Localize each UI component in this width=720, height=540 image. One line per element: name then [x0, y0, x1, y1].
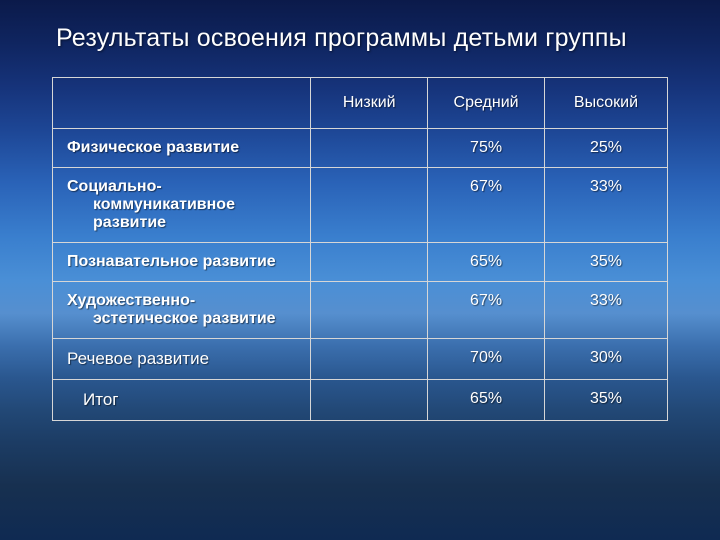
row-label-line: развитие: [67, 214, 302, 232]
cell-low: [311, 380, 428, 421]
row-label: Социально-коммуникативноеразвитие: [53, 168, 311, 243]
cell-high: 25%: [544, 129, 667, 168]
row-label: Художественно-эстетическое развитие: [53, 282, 311, 339]
cell-high: 35%: [544, 380, 667, 421]
table-row: Итог 65%35%: [53, 380, 668, 421]
row-label: Итог: [53, 380, 311, 421]
header-blank: [53, 78, 311, 129]
table-body: Физическое развитие75%25%Социально-комму…: [53, 129, 668, 421]
cell-low: [311, 129, 428, 168]
row-label: Речевое развитие: [53, 339, 311, 380]
row-label-line: эстетическое развитие: [67, 310, 302, 328]
cell-low: [311, 339, 428, 380]
row-label-line: Социально-: [67, 178, 302, 196]
cell-low: [311, 168, 428, 243]
cell-low: [311, 282, 428, 339]
header-low: Низкий: [311, 78, 428, 129]
cell-high: 35%: [544, 243, 667, 282]
cell-mid: 67%: [428, 168, 545, 243]
table-row: Физическое развитие 75%25%: [53, 129, 668, 168]
table-row: Социально-коммуникативноеразвитие 67%33%: [53, 168, 668, 243]
row-label: Познавательное развитие: [53, 243, 311, 282]
row-label-line: Художественно-: [67, 292, 302, 310]
header-high: Высокий: [544, 78, 667, 129]
cell-high: 30%: [544, 339, 667, 380]
row-label-line: коммуникативное: [67, 196, 302, 214]
results-table: Низкий Средний Высокий Физическое развит…: [52, 77, 668, 421]
table-row: Художественно-эстетическое развитие 67%33…: [53, 282, 668, 339]
table-row: Познавательное развитие 65%35%: [53, 243, 668, 282]
table-row: Речевое развитие 70%30%: [53, 339, 668, 380]
slide: Результаты освоения программы детьми гру…: [0, 0, 720, 540]
cell-mid: 65%: [428, 380, 545, 421]
cell-mid: 67%: [428, 282, 545, 339]
header-mid: Средний: [428, 78, 545, 129]
row-label: Физическое развитие: [53, 129, 311, 168]
cell-low: [311, 243, 428, 282]
cell-high: 33%: [544, 282, 667, 339]
cell-mid: 65%: [428, 243, 545, 282]
cell-mid: 70%: [428, 339, 545, 380]
slide-title: Результаты освоения программы детьми гру…: [52, 24, 668, 53]
table-header-row: Низкий Средний Высокий: [53, 78, 668, 129]
cell-mid: 75%: [428, 129, 545, 168]
cell-high: 33%: [544, 168, 667, 243]
